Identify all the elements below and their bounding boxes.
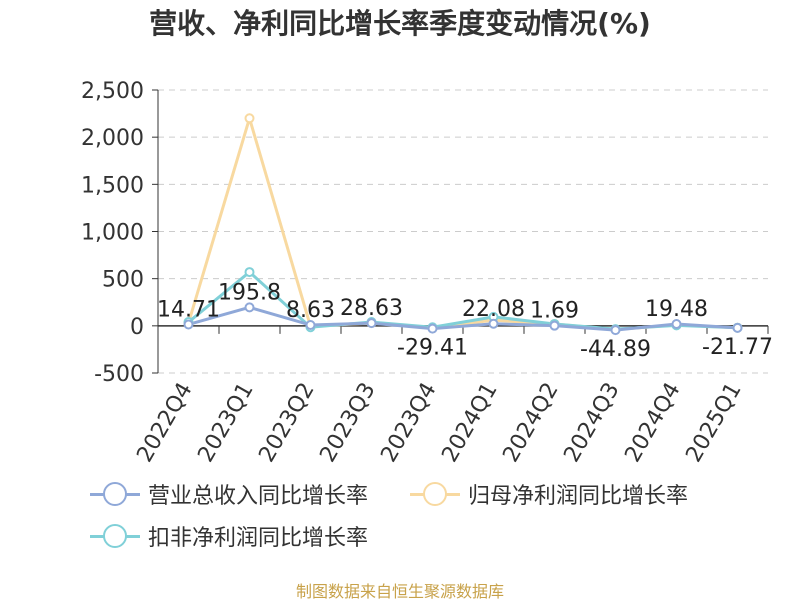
data-label: 22.08 — [462, 297, 525, 322]
data-label: 14.71 — [157, 297, 220, 322]
data-point — [732, 322, 743, 333]
x-tick-label: 2023Q2 — [254, 379, 319, 467]
x-tick-label: 2024Q3 — [559, 379, 624, 467]
y-tick-label: 1,000 — [81, 221, 144, 246]
data-label: 195.8 — [218, 280, 281, 305]
data-label: -44.89 — [580, 337, 651, 362]
legend-revenue-label: 营业总收入同比增长率 — [148, 484, 369, 509]
data-point — [244, 113, 255, 124]
y-tick-label: 1,500 — [81, 173, 144, 198]
legend-deducted-profit-icon — [90, 523, 140, 549]
data-point — [244, 267, 255, 278]
legend-item-net-profit[interactable]: 归母净利润同比增长率 — [410, 478, 688, 510]
data-point — [244, 302, 255, 313]
data-point — [183, 319, 194, 330]
data-label: -29.41 — [397, 336, 468, 361]
chart-title: 营收、净利同比增长率季度变动情况(%) — [149, 7, 651, 40]
x-tick-label: 2024Q2 — [498, 379, 563, 467]
data-point — [610, 325, 621, 336]
legend-net-profit-label: 归母净利润同比增长率 — [468, 484, 689, 509]
data-label: 28.63 — [340, 296, 403, 321]
y-tick-label: 2,500 — [81, 79, 144, 104]
data-label: 8.63 — [286, 298, 335, 323]
data-point — [305, 320, 316, 331]
data-point — [427, 323, 438, 334]
data-point — [488, 318, 499, 329]
legend-net-profit-icon — [410, 481, 460, 507]
y-tick-label: 2,000 — [81, 126, 144, 151]
x-tick-label: 2023Q4 — [376, 379, 441, 467]
data-point — [366, 318, 377, 329]
x-tick-label: 2025Q1 — [681, 379, 746, 467]
data-point — [549, 320, 560, 331]
legend-item-revenue[interactable]: 营业总收入同比增长率 — [90, 478, 368, 510]
y-tick-label: 0 — [130, 315, 144, 340]
x-tick-label: 2023Q3 — [315, 379, 380, 467]
data-label: 19.48 — [645, 297, 708, 322]
x-tick-label: 2023Q1 — [193, 379, 258, 467]
data-point — [671, 318, 682, 329]
legend-revenue-icon — [90, 481, 140, 507]
line-chart: 2,500 2,000 1,500 1,000 500 0 -5002022Q42023Q1… — [81, 79, 773, 467]
x-tick-label: 2022Q4 — [132, 379, 197, 467]
data-label: -21.77 — [702, 335, 773, 360]
x-tick-label: 2024Q4 — [620, 379, 685, 467]
legend-item-deducted-profit[interactable]: 扣非净利润同比增长率 — [90, 520, 368, 552]
y-tick-label: -500 — [94, 362, 144, 387]
series-line — [188, 305, 738, 332]
data-source-note: 制图数据来自恒生聚源数据库 — [295, 582, 504, 601]
legend-deducted-profit-label: 扣非净利润同比增长率 — [148, 526, 369, 551]
y-tick-label: 500 — [102, 268, 144, 293]
data-label: 1.69 — [530, 299, 579, 324]
x-tick-label: 2024Q1 — [437, 379, 502, 467]
